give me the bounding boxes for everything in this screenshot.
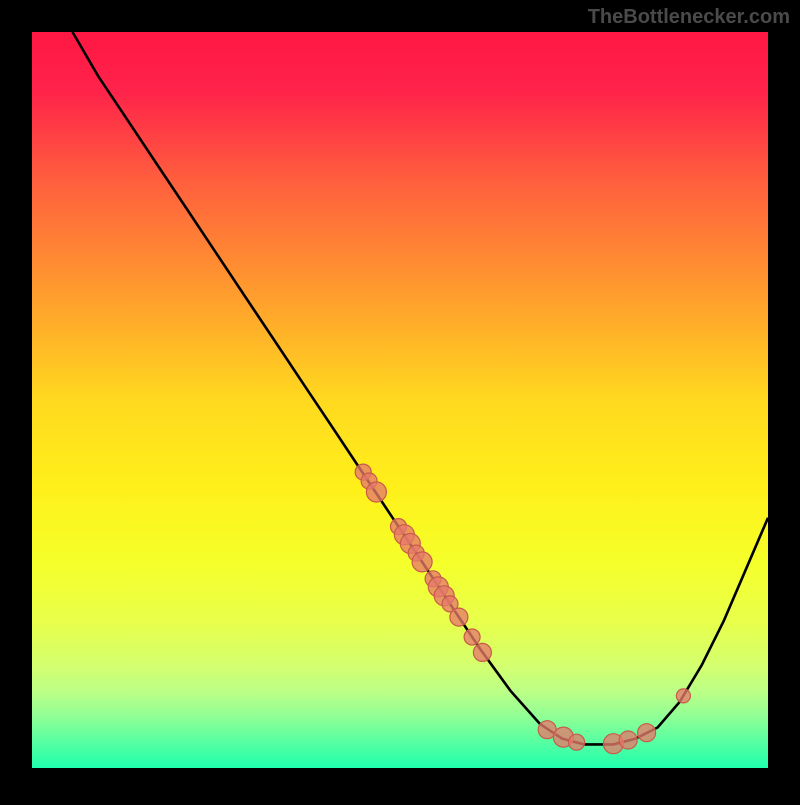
- scatter-point: [450, 608, 468, 626]
- chart-container: TheBottlenecker.com: [0, 0, 800, 800]
- bottleneck-chart: [0, 0, 800, 800]
- scatter-point: [366, 482, 386, 502]
- scatter-point: [676, 689, 690, 703]
- scatter-point: [412, 552, 432, 572]
- scatter-point: [569, 734, 585, 750]
- scatter-point: [464, 629, 480, 645]
- watermark-text: TheBottlenecker.com: [588, 6, 790, 29]
- scatter-point: [619, 731, 637, 749]
- scatter-point: [638, 724, 656, 742]
- scatter-point: [473, 643, 491, 661]
